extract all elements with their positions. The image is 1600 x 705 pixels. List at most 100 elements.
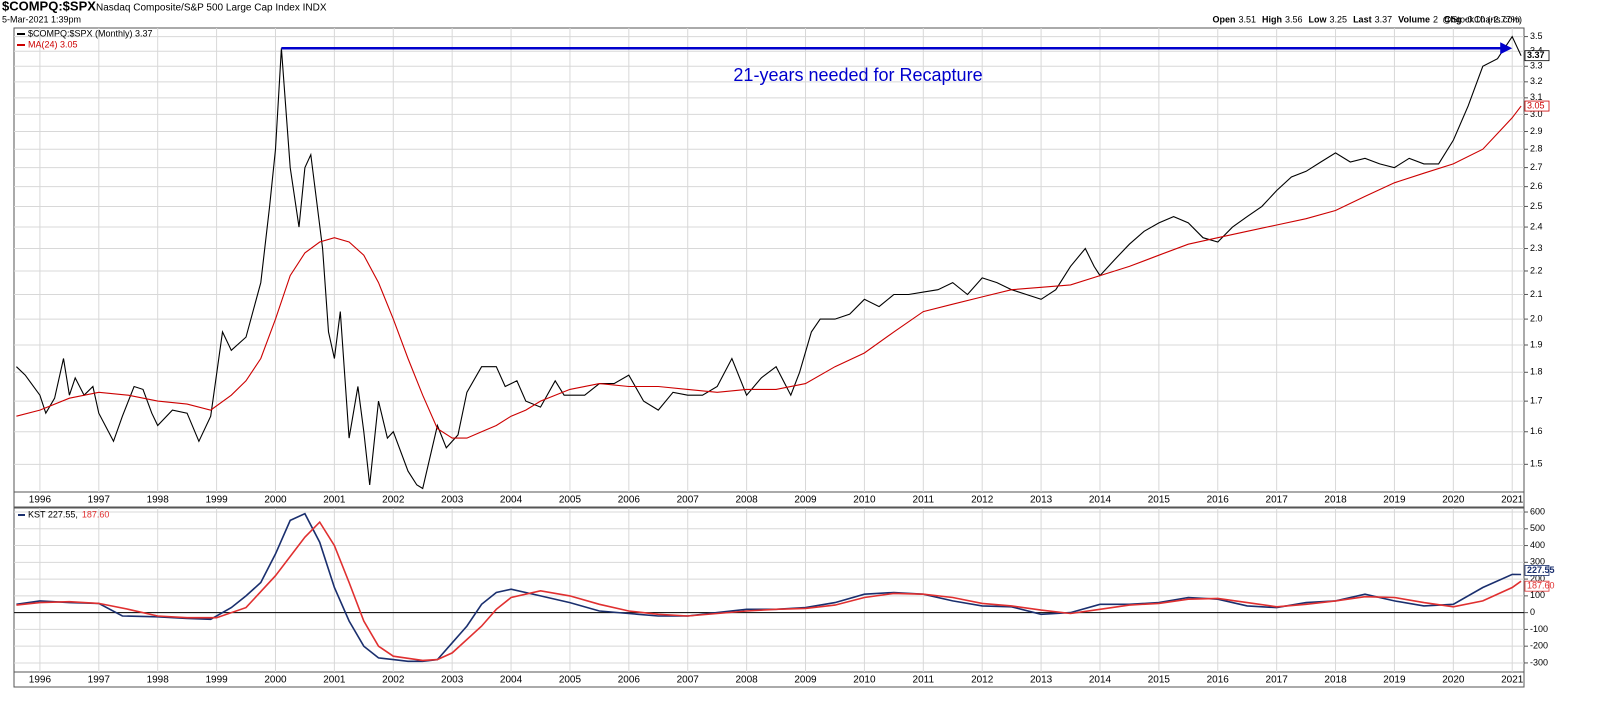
x-tick-label: 2016 — [1207, 675, 1230, 686]
y-tick-label: 2.4 — [1530, 221, 1543, 231]
y-tick-label: -200 — [1530, 641, 1548, 651]
x-tick-label: 2001 — [323, 675, 346, 686]
x-tick-label: 2019 — [1383, 495, 1406, 506]
end-label: 3.37 — [1527, 50, 1545, 60]
x-tick-label: 2021 — [1501, 675, 1524, 686]
y-tick-label: 1.9 — [1530, 339, 1543, 349]
x-tick-label: 2020 — [1442, 675, 1465, 686]
y-tick-label: 2.1 — [1530, 289, 1543, 299]
x-tick-label: 2000 — [264, 495, 287, 506]
y-tick-label: 0 — [1530, 607, 1535, 617]
x-tick-label: 2020 — [1442, 495, 1465, 506]
symbol: $COMPQ:$SPX — [2, 0, 96, 13]
series-line — [16, 105, 1522, 439]
y-tick-label: 1.5 — [1530, 459, 1543, 469]
x-tick-label: 2016 — [1207, 495, 1230, 506]
x-tick-label: 2019 — [1383, 675, 1406, 686]
y-tick-label: 2.9 — [1530, 126, 1543, 136]
x-tick-label: 1997 — [88, 495, 111, 506]
y-tick-label: 3.0 — [1530, 109, 1543, 119]
x-tick-label: 2012 — [971, 675, 994, 686]
x-tick-label: 2014 — [1089, 675, 1112, 686]
legend-label: MA(24) 3.05 — [28, 39, 78, 49]
y-tick-label: 2.2 — [1530, 265, 1543, 275]
x-tick-label: 2018 — [1324, 495, 1347, 506]
x-tick-label: 2004 — [500, 495, 523, 506]
x-tick-label: 2007 — [677, 675, 700, 686]
quote-value: 3.56 — [1285, 14, 1303, 24]
x-tick-label: 1998 — [147, 495, 170, 506]
y-tick-label: 3.1 — [1530, 92, 1543, 102]
annotation: 21-years needed for Recapture — [733, 65, 982, 85]
x-tick-label: 2002 — [382, 675, 405, 686]
x-tick-label: 2008 — [735, 495, 758, 506]
x-tick-label: 2011 — [913, 675, 935, 686]
y-tick-label: 2.5 — [1530, 201, 1543, 211]
quote-value: 3.51 — [1238, 14, 1256, 24]
x-tick-label: 1996 — [29, 675, 52, 686]
x-tick-label: 1996 — [29, 495, 52, 506]
x-tick-label: 2006 — [618, 675, 641, 686]
quote-label: Open — [1212, 14, 1235, 24]
x-tick-label: 2000 — [264, 675, 287, 686]
x-tick-label: 2017 — [1266, 675, 1289, 686]
x-tick-label: 2003 — [441, 675, 464, 686]
y-tick-label: 3.3 — [1530, 61, 1543, 71]
x-tick-label: 1998 — [147, 675, 170, 686]
legend-label: $COMPQ:$SPX (Monthly) 3.37 — [28, 28, 153, 38]
x-tick-label: 2008 — [735, 675, 758, 686]
x-tick-label: 2015 — [1148, 675, 1171, 686]
x-tick-label: 1997 — [88, 675, 111, 686]
series-line — [16, 520, 1522, 662]
x-tick-label: 2011 — [913, 495, 935, 506]
quote-label: Volume — [1398, 14, 1430, 24]
y-tick-label: 600 — [1530, 506, 1545, 516]
end-label-box — [1524, 565, 1550, 576]
x-tick-label: 2009 — [794, 495, 817, 506]
y-tick-label: 2.0 — [1530, 313, 1543, 323]
axis-strip — [13, 491, 1525, 508]
end-label-box — [1524, 580, 1550, 592]
y-tick-label: 1.6 — [1530, 426, 1543, 436]
date: 5-Mar-2021 1:39pm — [2, 14, 81, 24]
y-tick-label: 300 — [1530, 557, 1545, 567]
x-tick-label: 2021 — [1501, 495, 1524, 506]
quote-value: 2 — [1433, 14, 1438, 24]
legend-label: KST 227.55, — [28, 509, 78, 519]
y-tick-label: -300 — [1530, 657, 1548, 667]
plot-area — [13, 507, 1525, 673]
x-tick-label: 2005 — [559, 495, 582, 506]
y-tick-label: 400 — [1530, 540, 1545, 550]
y-tick-label: -100 — [1530, 624, 1548, 634]
quote-label: High — [1262, 14, 1282, 24]
x-tick-label: 2009 — [794, 675, 817, 686]
source: @StockCharts.com — [1442, 14, 1520, 24]
end-label-box — [1524, 100, 1550, 112]
quote-label: Last — [1353, 14, 1372, 24]
x-tick-label: 2017 — [1266, 495, 1289, 506]
x-tick-label: 2002 — [382, 495, 405, 506]
y-tick-label: 2.7 — [1530, 162, 1543, 172]
x-tick-label: 2014 — [1089, 495, 1112, 506]
quote-value: 3.37 — [1375, 14, 1393, 24]
x-tick-label: 2015 — [1148, 495, 1171, 506]
y-tick-label: 2.6 — [1530, 181, 1543, 191]
y-tick-label: 3.2 — [1530, 76, 1543, 86]
y-tick-label: 500 — [1530, 523, 1545, 533]
series-line — [16, 512, 1522, 663]
symbol-name: Nasdaq Composite/S&P 500 Large Cap Index… — [96, 3, 327, 14]
x-tick-label: 1999 — [205, 675, 228, 686]
axis-strip — [13, 671, 1525, 688]
y-tick-label: 200 — [1530, 573, 1545, 583]
x-tick-label: 2001 — [323, 495, 346, 506]
y-tick-label: 2.3 — [1530, 243, 1543, 253]
x-tick-label: 2005 — [559, 675, 582, 686]
quote-label: Low — [1309, 14, 1328, 24]
end-label: 187.60 — [1527, 581, 1555, 591]
plot-area — [13, 27, 1525, 493]
end-label-box — [1524, 50, 1550, 62]
end-label: 227.55 — [1527, 565, 1555, 575]
end-label: 3.05 — [1527, 100, 1545, 110]
